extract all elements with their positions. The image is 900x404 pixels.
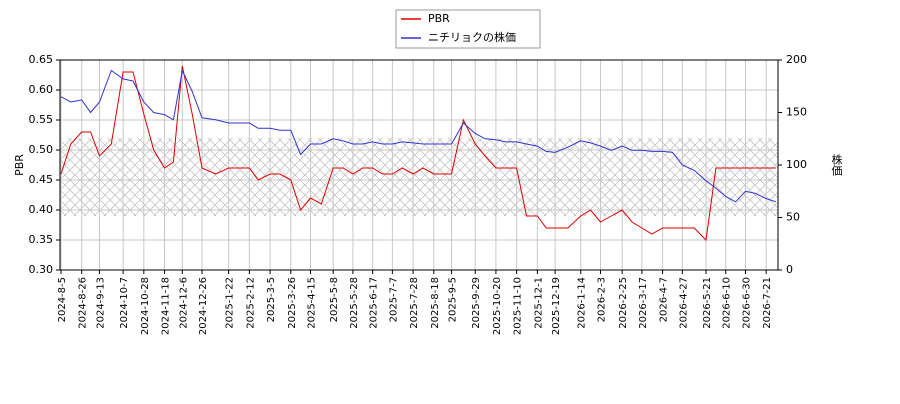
y2-tick-label: 100 — [786, 158, 807, 171]
x-tick-label: 2024-8-26 — [78, 277, 89, 329]
x-tick-label: 2024-10-7 — [119, 277, 130, 329]
x-tick-label: 2025-3-26 — [287, 277, 298, 329]
x-tick-label: 2025-12-1 — [533, 277, 544, 329]
y-tick-label: 0.30 — [29, 263, 54, 276]
x-tick-label: 2026-6-10 — [722, 277, 733, 329]
x-tick-label: 2024-8-5 — [57, 277, 68, 322]
x-tick-label: 2026-1-14 — [577, 277, 588, 329]
x-tick-label: 2026-5-21 — [702, 277, 713, 329]
x-tick-label: 2026-2-3 — [596, 277, 607, 322]
x-tick-label: 2026-3-17 — [638, 277, 649, 329]
x-tick-label: 2025-7-28 — [409, 277, 420, 329]
x-tick-label: 2026-2-25 — [618, 277, 629, 329]
y-axis-label: PBR — [13, 154, 26, 176]
legend-label: PBR — [428, 12, 450, 25]
y-tick-label: 0.65 — [29, 53, 54, 66]
series-line — [60, 68, 777, 203]
x-tick-label: 2025-1-22 — [225, 277, 236, 329]
x-tick-label: 2024-11-18 — [161, 277, 172, 335]
x-tick-label: 2025-11-10 — [513, 277, 524, 335]
series-line — [60, 65, 776, 242]
x-tick-label: 2026-7-21 — [762, 277, 773, 329]
x-tick-label: 2025-2-12 — [245, 277, 256, 329]
y-tick-label: 0.40 — [29, 203, 54, 216]
legend-label: ニチリョクの株価 — [428, 30, 516, 44]
x-tick-label: 2025-4-15 — [307, 277, 318, 329]
y-tick-label: 0.50 — [29, 143, 54, 156]
x-tick-label: 2024-12-6 — [178, 277, 189, 329]
x-tick-label: 2025-10-20 — [492, 277, 503, 335]
y-tick-label: 0.45 — [29, 173, 54, 186]
x-tick-label: 2025-6-17 — [369, 277, 380, 329]
x-tick-label: 2025-8-18 — [430, 277, 441, 329]
y-tick-label: 0.55 — [29, 113, 54, 126]
x-tick-label: 2025-3-5 — [266, 277, 277, 322]
y2-tick-label: 200 — [786, 53, 807, 66]
legend — [395, 9, 541, 49]
y2-tick-label: 50 — [786, 211, 800, 224]
y2-tick-label: 150 — [786, 106, 807, 119]
y-tick-label: 0.35 — [29, 233, 54, 246]
x-tick-label: 2024-10-28 — [140, 277, 151, 335]
x-tick-label: 2026-4-27 — [678, 277, 689, 329]
x-tick-label: 2024-12-26 — [198, 277, 209, 335]
y2-axis-label: 株価 — [830, 153, 843, 176]
x-tick-label: 2024-9-13 — [95, 277, 106, 329]
x-tick-label: 2026-6-30 — [741, 277, 752, 329]
y-tick-label: 0.60 — [29, 83, 54, 96]
x-tick-label: 2025-9-29 — [471, 277, 482, 329]
x-tick-label: 2025-9-5 — [448, 277, 459, 322]
x-tick-label: 2026-4-7 — [659, 277, 670, 322]
x-tick-label: 2025-5-8 — [329, 277, 340, 322]
x-tick-label: 2025-5-28 — [349, 277, 360, 329]
x-tick-label: 2025-7-7 — [388, 277, 399, 322]
y2-tick-label: 0 — [786, 263, 793, 276]
x-tick-label: 2025-12-19 — [551, 277, 562, 335]
